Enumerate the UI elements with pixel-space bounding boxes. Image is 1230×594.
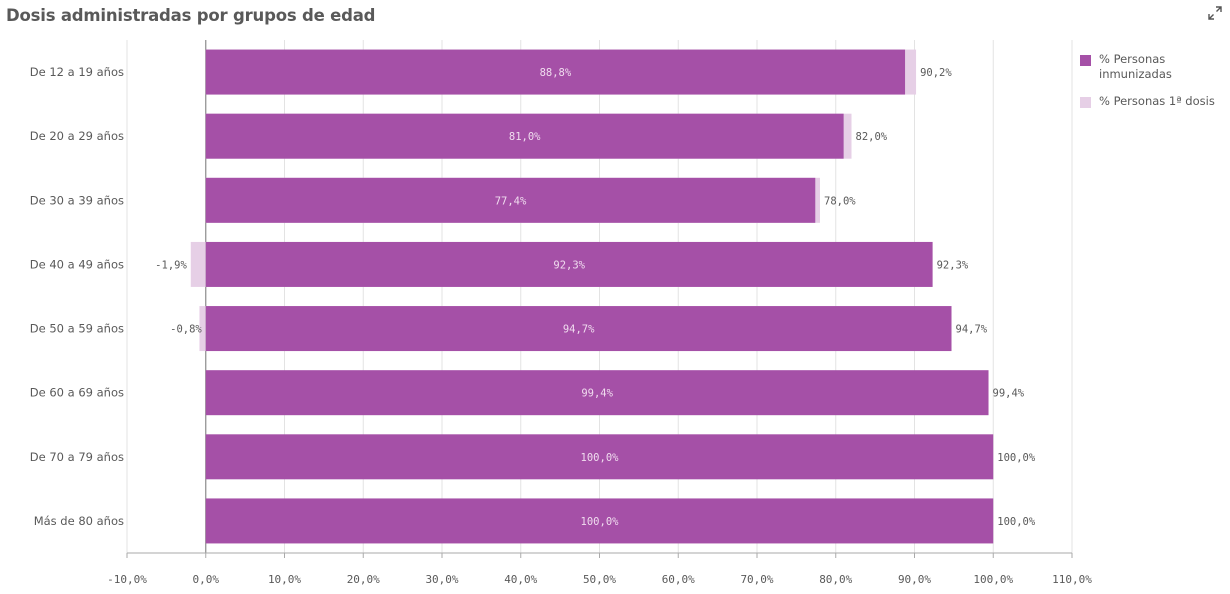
legend-label-inmunizadas: % Personas inmunizadas bbox=[1099, 52, 1172, 81]
data-label-inmunizadas: 99,4% bbox=[581, 388, 613, 400]
legend-swatch-primera-dosis bbox=[1080, 97, 1091, 108]
data-label-total: 82,0% bbox=[856, 131, 888, 143]
x-tick-label: 70,0% bbox=[740, 573, 773, 586]
expand-icon[interactable] bbox=[1208, 6, 1222, 24]
legend-item-inmunizadas[interactable]: % Personas inmunizadas bbox=[1080, 52, 1225, 82]
data-label-inmunizadas: 77,4% bbox=[495, 195, 527, 207]
data-label-inmunizadas: 92,3% bbox=[553, 259, 585, 271]
data-label-primera-dosis: -1,9% bbox=[155, 259, 187, 271]
x-tick-label: 40,0% bbox=[504, 573, 537, 586]
data-label-inmunizadas: 100,0% bbox=[581, 516, 620, 528]
category-label: De 50 a 59 años bbox=[30, 322, 124, 336]
x-tick-label: 100,0% bbox=[973, 573, 1013, 586]
x-tick-label: 10,0% bbox=[268, 573, 301, 586]
bar-inmunizadas bbox=[205, 434, 994, 480]
x-tick-label: 20,0% bbox=[347, 573, 380, 586]
bar-inmunizadas bbox=[205, 370, 989, 416]
data-label-primera-dosis: -0,8% bbox=[170, 324, 202, 336]
bar-primera-dosis bbox=[190, 241, 206, 287]
x-tick-label: 30,0% bbox=[425, 573, 458, 586]
category-label: De 60 a 69 años bbox=[30, 386, 124, 400]
data-label-inmunizadas: 100,0% bbox=[581, 452, 620, 464]
x-tick-label: 80,0% bbox=[819, 573, 852, 586]
bar-inmunizadas bbox=[205, 498, 994, 544]
data-label-inmunizadas: 94,7% bbox=[563, 324, 595, 336]
data-label-total: 100,0% bbox=[997, 516, 1036, 528]
category-label: De 70 a 79 años bbox=[30, 450, 124, 464]
bar-inmunizadas bbox=[205, 49, 906, 95]
data-label-total: 90,2% bbox=[920, 67, 952, 79]
category-label: De 12 a 19 años bbox=[30, 65, 124, 79]
data-label-inmunizadas: 81,0% bbox=[509, 131, 541, 143]
x-tick-label: -10,0% bbox=[107, 573, 147, 586]
legend-swatch-inmunizadas bbox=[1080, 55, 1091, 66]
bar-inmunizadas bbox=[205, 177, 816, 223]
bar-inmunizadas bbox=[205, 306, 952, 352]
data-label-total: 99,4% bbox=[993, 388, 1025, 400]
data-label-inmunizadas: 88,8% bbox=[540, 67, 572, 79]
x-tick-label: 110,0% bbox=[1052, 573, 1092, 586]
category-label: Más de 80 años bbox=[34, 514, 124, 528]
bar-inmunizadas bbox=[205, 113, 844, 159]
x-tick-label: 50,0% bbox=[583, 573, 616, 586]
bar-inmunizadas bbox=[205, 241, 933, 287]
category-label: De 20 a 29 años bbox=[30, 129, 124, 143]
data-label-total: 94,7% bbox=[956, 324, 988, 336]
data-label-total: 92,3% bbox=[937, 259, 969, 271]
chart-title: Dosis administradas por grupos de edad bbox=[6, 6, 376, 25]
category-label: De 30 a 39 años bbox=[30, 193, 124, 207]
bar-primera-dosis bbox=[199, 306, 206, 352]
legend-item-primera-dosis[interactable]: % Personas 1ª dosis bbox=[1080, 94, 1225, 109]
data-label-total: 78,0% bbox=[824, 195, 856, 207]
legend-label-primera-dosis: % Personas 1ª dosis bbox=[1099, 94, 1215, 108]
legend: % Personas inmunizadas % Personas 1ª dos… bbox=[1080, 52, 1225, 121]
x-tick-label: 0,0% bbox=[193, 573, 220, 586]
x-tick-label: 90,0% bbox=[898, 573, 931, 586]
data-label-total: 100,0% bbox=[997, 452, 1036, 464]
category-label: De 40 a 49 años bbox=[30, 257, 124, 271]
x-tick-label: 60,0% bbox=[662, 573, 695, 586]
